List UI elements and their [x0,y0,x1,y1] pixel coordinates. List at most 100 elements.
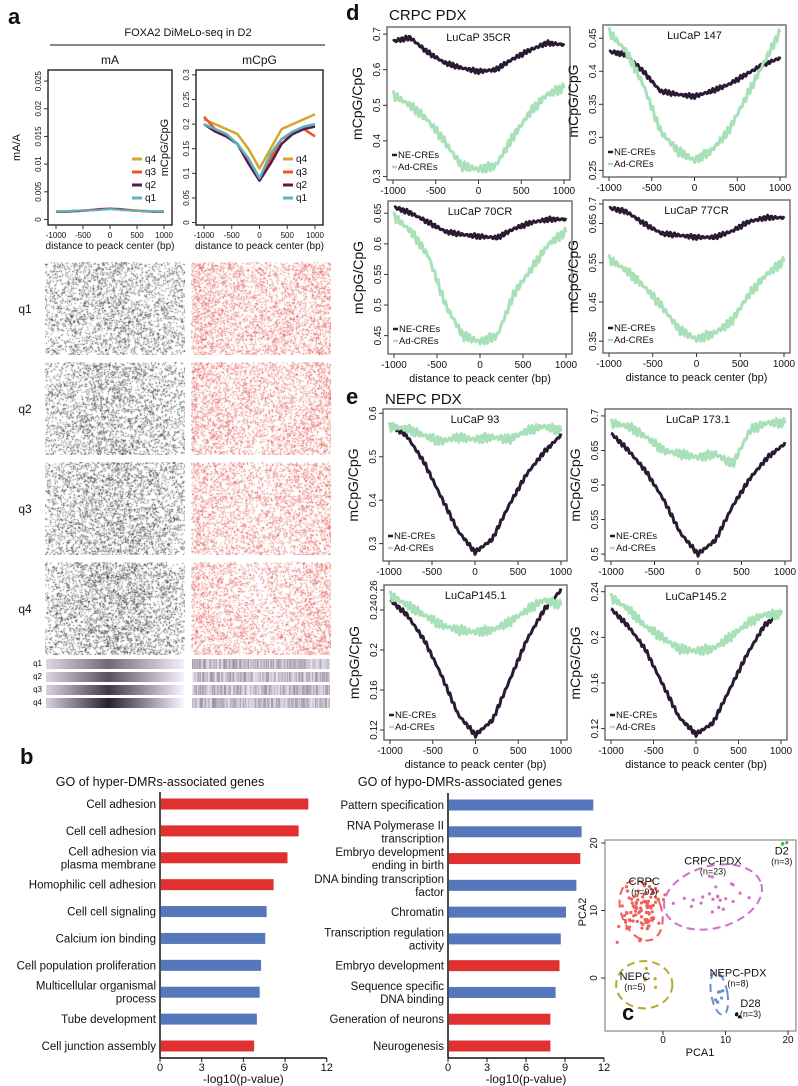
bar [449,853,581,865]
data-point [650,910,654,914]
y-axis-label: mA/A [11,133,23,161]
data-point [634,901,638,905]
y-axis-label: mCpG/CpG [159,119,171,176]
data-point [747,896,751,900]
panel-b-label: b [20,744,33,769]
bar [449,879,577,891]
heatmap-mA-q3 [45,462,185,555]
data-point [635,894,639,898]
series-line-q1 [203,122,316,180]
data-point [785,840,789,845]
group-label: CRPC [629,876,660,888]
bar-category-label: Neurogenesis [373,1041,444,1053]
y-tick-label: 0.16 [590,673,601,693]
chart-title: GO of hyper-DMRs-associated genes [56,775,264,789]
data-point [632,895,636,899]
data-point [636,889,640,893]
bar-category-label: Calcium ion binding [56,933,156,945]
summary-mA-q2 [46,672,184,682]
x-tick-label: 6 [240,1062,246,1074]
summary-row-label: q1 [33,659,42,668]
y-tick-label: 0.16 [369,680,380,700]
data-point [645,927,649,931]
series-line-Ad-CREs [609,592,783,656]
legend-label: Ad-CREs [398,162,438,173]
series-line-NE-CREs [608,205,786,241]
bar [449,906,566,918]
bar-category-label: factor [415,887,444,899]
series-line-q1 [55,207,165,213]
data-point [636,898,640,902]
y-tick-label: 0.12 [369,720,380,740]
data-point [639,915,644,919]
bar-category-label: Multicellular organismal [36,981,156,993]
x-tick-label: 10 [720,1035,732,1046]
data-point [635,906,639,910]
data-point [639,906,643,910]
summary-mA-q1 [46,659,184,669]
y-tick-label: 0.01 [34,156,43,172]
x-axis-label: distance to peack center (bp) [409,373,551,385]
bar [161,1013,257,1025]
bar-category-label: Cell population proliferation [17,960,156,972]
x-tick-label: 1000 [550,567,573,578]
data-point [718,990,722,994]
x-tick-label: 1000 [306,231,324,240]
line-chart-a_mA: 0 0.005 0.01 0.015 0.02 0.025 -1000 -500 0 500 100… [11,53,174,252]
group-label: CRPC-PDX [684,856,742,868]
legend-label: Ad-CREs [399,336,439,347]
data-point [731,883,735,887]
legend-label: NE-CREs [616,531,657,542]
legend-label: q3 [145,167,157,178]
bar [161,825,299,837]
y-tick-label: 0.025 [34,71,43,92]
data-point [717,905,721,910]
legend-label: NE-CREs [398,150,439,161]
bar [161,879,274,891]
bar [449,826,582,838]
x-tick-label: 500 [281,231,295,240]
bar [449,1013,551,1025]
data-point [651,916,655,920]
bar-category-label: ending in birth [372,860,444,872]
x-tick-label: -500 [644,567,664,578]
y-tick-label: 0.5 [373,298,384,312]
x-tick-label: -1000 [598,567,624,578]
plot-title: LuCaP 173.1 [666,414,730,426]
heatmap-row-label: q2 [18,402,32,416]
x-tick-label: -500 [642,183,662,194]
summary-row-label: q3 [33,685,42,694]
series-line-NE-CREs [393,205,568,241]
y-tick-label: 0.65 [373,203,384,223]
data-point [629,910,633,915]
bar [449,933,561,945]
y-tick-label: 0.65 [590,440,601,460]
x-tick-label: 9 [282,1062,288,1074]
y-tick-label: 0 [182,220,191,225]
bar-category-label: DNA binding [380,994,444,1006]
data-point [642,900,646,904]
x-tick-label: 1000 [550,746,573,757]
data-point [714,885,718,889]
y-tick-label: 0.5 [590,547,601,561]
y-tick-label: 0.3 [372,169,383,183]
y-tick-label: 0.02 [34,100,43,116]
heatmap-mCpG-q1 [191,262,331,355]
bar-category-label: Sequence specific [351,981,445,993]
group-count-label: (n=3) [771,856,792,866]
x-tick-label: 0 [692,183,698,194]
data-point [781,841,785,846]
x-tick-label: -500 [643,359,663,370]
bar-category-label: DNA binding transcription [314,874,444,886]
data-point [641,895,645,899]
data-point [647,904,651,909]
series-line-Ad-CREs [607,27,782,165]
data-point [640,926,644,930]
y-tick-label: 0.55 [590,509,601,529]
x-tick-label: -1000 [596,183,622,194]
data-point [691,898,695,902]
bar-category-label: activity [409,940,444,952]
panel-e-label: e [346,384,358,409]
group-label: D28 [740,998,760,1010]
data-point [627,925,632,929]
